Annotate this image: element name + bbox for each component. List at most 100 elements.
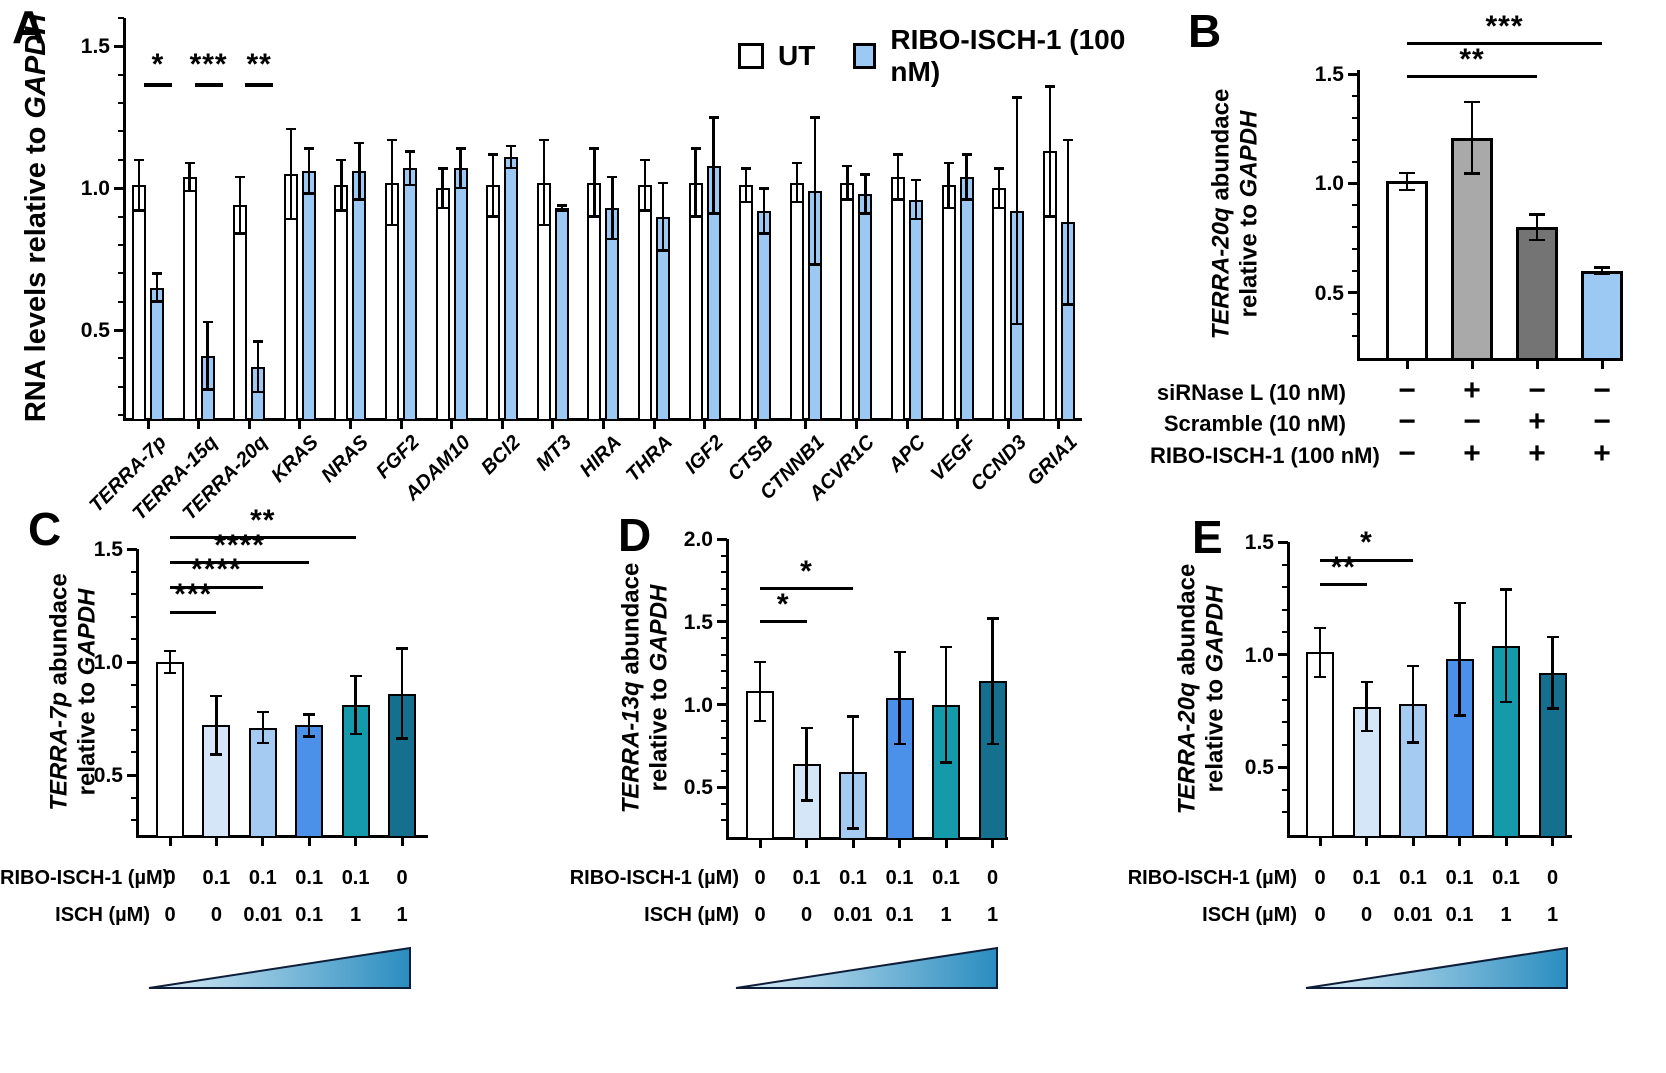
x-tick [1057, 421, 1061, 429]
y-minor-tick [118, 17, 124, 19]
y-tick-label: 1.5 [1244, 531, 1274, 554]
x-tick [956, 421, 960, 429]
condition-label: siRNase L (10 nM) [1156, 380, 1346, 405]
y-minor-tick [721, 687, 727, 689]
condition-label: RIBO-ISCH-1 (100 nM) [1150, 443, 1380, 468]
error-bar-cap-top [640, 158, 650, 162]
error-bar [997, 168, 1001, 209]
x-tick [898, 840, 901, 848]
sig-underline [245, 83, 274, 88]
error-bar-cap-bottom [961, 198, 972, 201]
legend-item: UT [738, 40, 815, 72]
error-bar-cap-bottom [396, 737, 408, 740]
bar [341, 705, 370, 838]
y-minor-tick [721, 670, 727, 673]
error-bar-cap-top [253, 340, 264, 343]
error-bar-cap-bottom [538, 223, 549, 227]
error-bar-cap-top [1407, 664, 1419, 668]
error-bar-cap-top [506, 144, 517, 148]
bar [1445, 659, 1474, 838]
y-tick-label: 2.0 [683, 528, 713, 551]
x-tick [1405, 361, 1409, 369]
error-bar-cap-top [134, 158, 144, 162]
error-bar-cap-bottom [506, 166, 517, 170]
condition-symbol: + [1528, 437, 1546, 470]
error-bar [491, 154, 495, 217]
y-tick-label: 1.5 [1314, 63, 1344, 87]
sig-line [760, 620, 807, 624]
sig-line [760, 587, 853, 591]
y-tick [1278, 540, 1288, 544]
error-bar-cap-top [911, 178, 921, 182]
condition-symbol: + [1528, 405, 1546, 438]
dose-value: 0 [986, 867, 999, 889]
error-bar-cap-bottom [1529, 238, 1545, 242]
error-bar-cap-top [1062, 138, 1073, 142]
y-tick-label: 1.0 [683, 693, 713, 717]
error-bar-cap-top [1594, 266, 1610, 269]
dose-label: ISCH (µM) [1202, 904, 1297, 926]
sig-stars: * [1360, 526, 1373, 560]
sig-line [170, 585, 263, 589]
y-minor-tick [1352, 335, 1358, 338]
dose-value: 0 [1314, 867, 1326, 889]
error-bar-cap-top [184, 161, 195, 165]
error-bar-cap-bottom [256, 741, 269, 745]
error-bar-cap-bottom [387, 223, 397, 227]
y-tick-label: 0.5 [683, 776, 713, 800]
error-bar-cap-bottom [1594, 272, 1610, 275]
error-bar-cap-bottom [809, 263, 820, 266]
y-minor-tick [118, 130, 124, 133]
y-minor-tick [1352, 95, 1358, 98]
dose-value: 0.1 [839, 867, 867, 889]
condition-symbol: − [1398, 437, 1416, 470]
error-bar [846, 165, 849, 200]
bar [992, 188, 1007, 421]
y-tick-label: 1.5 [93, 538, 123, 561]
x-tick [854, 421, 858, 429]
error-bar-cap-bottom [210, 753, 223, 756]
panel-a-letter: A [12, 1, 46, 53]
y-axis-label: RNA levels relative to GAPDH [19, 13, 52, 423]
sig-underline [194, 83, 223, 88]
error-bar-cap-bottom [134, 209, 144, 212]
dose-label: RIBO-ISCH-1 (µM) [569, 867, 739, 889]
panel-e-letter: E [1192, 511, 1223, 563]
y-tick [717, 620, 727, 624]
error-bar [1318, 627, 1322, 678]
dose-value: 1 [986, 904, 999, 926]
error-bar-cap-bottom [741, 200, 752, 204]
error-bar-cap-top [1044, 85, 1055, 88]
error-bar-cap-bottom [336, 209, 347, 212]
sig-stars: **** [214, 528, 265, 562]
error-bar-cap-top [690, 147, 701, 150]
y-minor-tick [721, 571, 727, 574]
x-tick [298, 421, 302, 429]
error-bar-cap-top [202, 320, 213, 324]
y-axis [1286, 542, 1290, 838]
error-bar [1066, 139, 1070, 305]
bar [453, 168, 468, 421]
error-bar-cap-bottom [354, 198, 365, 201]
bar [1306, 652, 1334, 838]
error-bar-cap-top [658, 181, 668, 185]
error-bar-cap-top [538, 138, 549, 142]
error-bar-cap-bottom [860, 212, 871, 215]
y-tick [1278, 765, 1288, 769]
bar [435, 188, 450, 421]
error-bar-cap-bottom [943, 206, 954, 210]
error-bar-cap-bottom [285, 217, 296, 221]
error-bar-cap-bottom [754, 719, 766, 723]
panel-a: 0.5 1.0 1.5 * *** ** TERRA-7p TERRA-15q TERRA-20… [0, 0, 1140, 525]
x-tick [307, 838, 311, 846]
y-tick [1278, 653, 1288, 657]
y-minor-tick [1352, 247, 1358, 250]
error-bar [408, 151, 412, 186]
error-bar [611, 176, 614, 240]
error-bar [762, 188, 766, 234]
sig-stars: *** [1485, 9, 1524, 43]
y-minor-tick [118, 243, 124, 246]
bar [1451, 137, 1493, 361]
error-bar [560, 205, 564, 211]
